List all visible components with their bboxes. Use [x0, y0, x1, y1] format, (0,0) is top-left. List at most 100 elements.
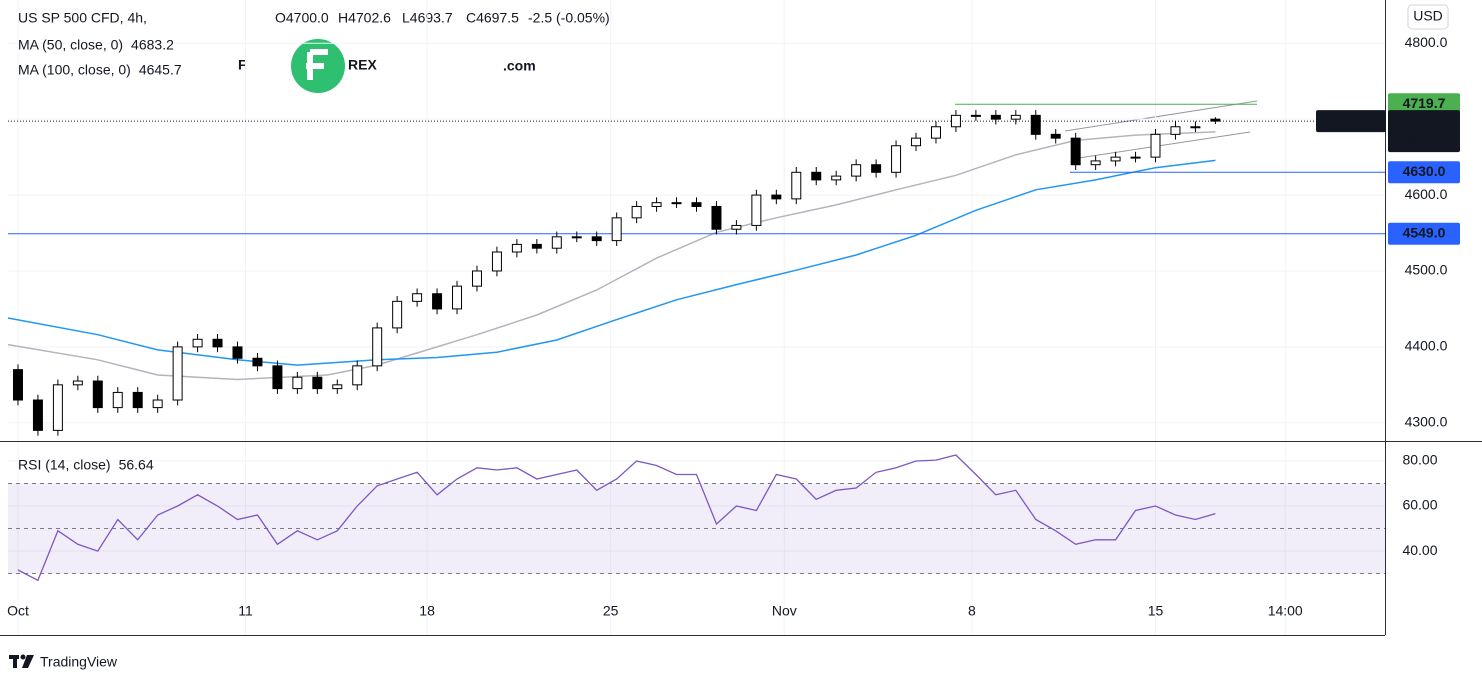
legend-name: MA (100, close, 0): [18, 62, 131, 78]
tv-logo-stem: [13, 655, 17, 668]
candle-body: [292, 376, 303, 390]
candle-body: [990, 114, 1001, 120]
x-tick-label: 25: [603, 603, 619, 619]
last-price-box: [1388, 110, 1460, 153]
symbol-label: SPXUSD: [1322, 112, 1380, 128]
y-tick-label: 4400.0: [1405, 338, 1448, 354]
currency[interactable]: USD: [1413, 8, 1443, 24]
chart-title: US SP 500 CFD, 4h,: [18, 10, 147, 26]
candle-body: [1050, 133, 1061, 139]
candle-body: [1070, 137, 1081, 166]
candle-body: [671, 202, 682, 205]
candle-body: [651, 202, 662, 207]
candle-body: [551, 236, 562, 249]
candle-body: [112, 391, 123, 409]
logo-glyph: [306, 49, 328, 80]
candle-body: [711, 205, 722, 230]
symbol-box: [1316, 110, 1386, 133]
level-label-box: [1388, 161, 1460, 184]
y-tick-label: 4600.0: [1405, 186, 1448, 202]
candle-body: [831, 175, 842, 181]
x-tick-label: 14:00: [1268, 603, 1303, 619]
logo-right: REX: [348, 57, 377, 73]
candle-body: [132, 391, 143, 409]
y-tick-label: 80.00: [1402, 452, 1437, 468]
candle-body: [1090, 160, 1101, 166]
countdown-label: 06:57: [1406, 132, 1441, 148]
y-tick-label: 4500.0: [1405, 262, 1448, 278]
y-tick-label: 40.00: [1402, 542, 1437, 558]
level-label: 4549.0: [1403, 224, 1446, 240]
level-label: 4719.7: [1403, 95, 1446, 111]
x-tick-label: Oct: [7, 603, 29, 619]
candle-body: [1150, 133, 1161, 158]
legend-value: 4645.7: [139, 62, 182, 78]
ohlc-change: -2.5 (-0.05%): [528, 10, 610, 26]
candle-body: [312, 376, 323, 390]
candle-body: [531, 243, 542, 249]
candle-body: [232, 346, 243, 359]
level-label-box: [1388, 222, 1460, 245]
legend-value: 56.64: [119, 457, 154, 473]
channel-upper: [1064, 100, 1258, 132]
candle-body: [771, 194, 782, 200]
candle-body: [811, 171, 822, 181]
candle-body: [1030, 114, 1041, 135]
logo-left: F: [238, 57, 247, 73]
candle-body: [851, 164, 862, 177]
tv-logo-dot: [20, 654, 26, 660]
logo-suffix: .com: [503, 58, 536, 74]
candle-body: [1170, 126, 1181, 135]
candle-body: [871, 164, 882, 173]
candle-body: [731, 224, 742, 230]
candle-body: [611, 217, 622, 242]
brand-logo: F REX .com: [238, 39, 536, 93]
last-price-label: 4697.5: [1403, 112, 1446, 128]
candle-body: [212, 338, 223, 348]
candle-body: [471, 270, 482, 287]
rsi-line: [17, 454, 1216, 582]
candle-body: [412, 293, 423, 302]
x-tick-label: 18: [419, 603, 435, 619]
candle-body: [272, 365, 283, 390]
candle-body: [1110, 156, 1121, 162]
candle-body: [911, 137, 922, 147]
candle-body: [12, 369, 23, 401]
y-tick-label: 4800.0: [1405, 34, 1448, 50]
candle-body: [432, 293, 443, 310]
legend-value: 4683.2: [131, 37, 174, 53]
x-tick-label: 11: [238, 603, 253, 619]
candle-body: [372, 327, 383, 367]
legend-name: RSI (14, close): [18, 457, 111, 473]
channel-lower: [1071, 131, 1251, 160]
candle-body: [691, 202, 702, 207]
legend-name: MA (50, close, 0): [18, 37, 123, 53]
candle-body: [930, 126, 941, 139]
candle-body: [332, 384, 343, 390]
candle-body: [511, 243, 522, 253]
moving-average-line: [7, 159, 1216, 366]
candle-body: [192, 338, 203, 348]
candle-body: [950, 114, 961, 128]
currency-box[interactable]: [1407, 4, 1449, 30]
candle-body: [970, 114, 981, 117]
candle-body: [791, 171, 802, 200]
candle-body: [52, 384, 63, 431]
channel-drawing: [1064, 100, 1258, 160]
footer-brand[interactable]: TradingView: [40, 654, 118, 670]
candle-body: [92, 380, 103, 409]
candle-body: [172, 346, 183, 401]
x-tick-label: Nov: [772, 603, 797, 619]
candle-body: [352, 365, 363, 386]
candle-body: [152, 399, 163, 409]
candle-body: [891, 145, 902, 173]
candle-body: [452, 285, 463, 310]
candle-body: [1130, 156, 1141, 159]
footer-logo: [9, 654, 34, 668]
ohlc-open: O4700.0: [275, 10, 329, 26]
candle-body: [32, 399, 43, 431]
level-label-box: [1388, 93, 1460, 116]
